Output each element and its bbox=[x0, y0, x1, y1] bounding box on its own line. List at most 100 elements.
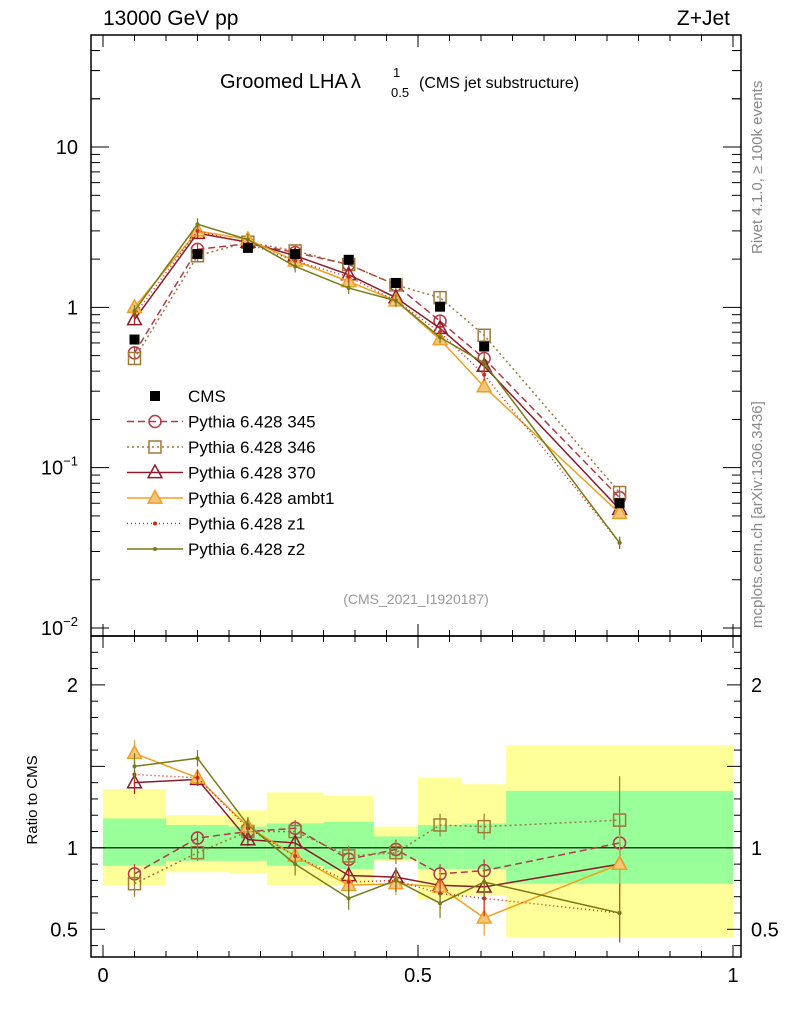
series-marker bbox=[611, 504, 628, 520]
ratio-y-tick-label-right: 2 bbox=[751, 675, 762, 697]
analysis-id: (CMS_2021_I1920187) bbox=[343, 591, 489, 607]
legend-label: Pythia 6.428 ambt1 bbox=[188, 489, 334, 508]
ratio-y-tick-label-left: 0.5 bbox=[50, 919, 78, 941]
series-marker bbox=[617, 540, 622, 545]
x-tick-label: 1 bbox=[727, 965, 738, 987]
series-marker bbox=[438, 335, 443, 340]
header-left: 13000 GeV pp bbox=[103, 7, 238, 30]
legend-label: Pythia 6.428 370 bbox=[188, 464, 316, 483]
y-tick-base: 10 bbox=[56, 137, 78, 159]
ratio-marker bbox=[611, 855, 628, 870]
ratio-marker bbox=[475, 908, 493, 924]
legend-data-marker bbox=[150, 391, 160, 401]
series-marker bbox=[195, 222, 200, 227]
data-point bbox=[390, 277, 401, 288]
data-point bbox=[192, 249, 203, 260]
ratio-marker bbox=[346, 880, 351, 885]
series-marker bbox=[132, 308, 137, 313]
series-marker bbox=[477, 328, 491, 343]
ratio-marker bbox=[389, 845, 403, 860]
plot-title: Groomed LHA λ 1 0.5 (CMS jet substructure… bbox=[220, 65, 579, 100]
ratio-marker bbox=[617, 911, 622, 916]
legend-marker bbox=[148, 414, 162, 429]
mcplots-label: mcplots.cern.ch [arXiv:1306.3436] bbox=[749, 401, 766, 628]
ratio-marker bbox=[190, 831, 205, 845]
ratio-y-tick-label-left: 1 bbox=[67, 838, 78, 860]
y-tick-label: 10−2 bbox=[41, 614, 78, 640]
ratio-y-tick-label-left: 2 bbox=[67, 675, 78, 697]
ratio-marker bbox=[393, 878, 398, 883]
green-band bbox=[103, 818, 166, 866]
y-tick-label: 10−1 bbox=[41, 454, 78, 480]
x-tick-label: 0 bbox=[97, 965, 108, 987]
header-right: Z+Jet bbox=[677, 7, 730, 30]
y-tick-label: 1 bbox=[67, 297, 78, 319]
data-point bbox=[435, 301, 446, 312]
ratio-marker bbox=[433, 818, 447, 832]
ratio-marker bbox=[239, 830, 257, 846]
series-marker bbox=[482, 360, 487, 365]
x-tick-label: 0.5 bbox=[404, 965, 432, 987]
data-series bbox=[129, 242, 625, 509]
series-marker bbox=[293, 264, 298, 269]
rivet-label: Rivet 4.1.0, ≥ 100k events bbox=[749, 81, 766, 254]
ratio-marker bbox=[482, 880, 487, 885]
ratio-series-5 bbox=[132, 750, 622, 943]
title-sub: 0.5 bbox=[391, 85, 409, 100]
series-marker bbox=[475, 377, 493, 393]
ratio-marker bbox=[127, 876, 142, 891]
title-main: Groomed LHA bbox=[220, 71, 348, 93]
legend-label: Pythia 6.428 z1 bbox=[188, 515, 305, 534]
ratio-marker bbox=[126, 773, 143, 789]
ratio-y-tick-label-right: 1 bbox=[751, 838, 762, 860]
ratio-frame bbox=[90, 635, 742, 958]
series-5 bbox=[132, 218, 622, 549]
data-point bbox=[479, 341, 490, 352]
ratio-marker bbox=[245, 823, 250, 828]
ratio-marker bbox=[132, 764, 137, 769]
series-marker bbox=[482, 372, 487, 377]
series-marker bbox=[245, 237, 250, 242]
ratio-marker bbox=[477, 819, 491, 834]
ratio-marker bbox=[195, 756, 200, 761]
y-tick-base: 10 bbox=[41, 618, 63, 640]
ratio-marker bbox=[438, 901, 443, 906]
ratio-marker bbox=[341, 849, 356, 863]
legend: CMS Pythia 6.428 345 Pythia 6.428 346 Pythi… bbox=[127, 387, 334, 559]
ratio-y-tick-label-right: 0.5 bbox=[751, 919, 779, 941]
legend-marker bbox=[153, 521, 157, 526]
ratio-ylabel: Ratio to CMS bbox=[24, 755, 41, 844]
series-marker bbox=[393, 298, 398, 303]
legend-label: Pythia 6.428 345 bbox=[188, 413, 316, 432]
data-point bbox=[343, 254, 354, 265]
series-marker bbox=[346, 286, 351, 291]
title-lambda: λ bbox=[351, 71, 361, 93]
data-point bbox=[242, 242, 253, 253]
data-point bbox=[129, 334, 140, 345]
legend-marker bbox=[153, 547, 157, 551]
legend-label: Pythia 6.428 346 bbox=[188, 438, 316, 457]
y-tick-label: 10 bbox=[56, 137, 78, 159]
ratio-marker bbox=[293, 862, 298, 867]
legend-marker bbox=[146, 463, 164, 479]
ratio-marker bbox=[190, 845, 205, 860]
title-sup: 1 bbox=[393, 65, 400, 80]
series-marker bbox=[127, 351, 142, 366]
series-line bbox=[133, 242, 621, 499]
y-tick-exp: −2 bbox=[63, 614, 78, 629]
series-marker bbox=[346, 274, 351, 279]
y-tick-exp: −1 bbox=[63, 454, 78, 469]
legend-label: Pythia 6.428 z2 bbox=[188, 540, 305, 559]
ratio-marker bbox=[195, 775, 200, 780]
ratio-marker bbox=[612, 813, 627, 827]
legend-marker bbox=[148, 440, 162, 454]
y-tick-base: 10 bbox=[41, 458, 63, 480]
legend-marker bbox=[146, 488, 164, 504]
series-marker bbox=[126, 310, 143, 326]
ratio-marker bbox=[346, 896, 351, 901]
ratio-panel: 0 0.5 1 2 2 1 1 0.5 0.5 bbox=[50, 635, 779, 987]
legend-label: CMS bbox=[188, 387, 226, 406]
